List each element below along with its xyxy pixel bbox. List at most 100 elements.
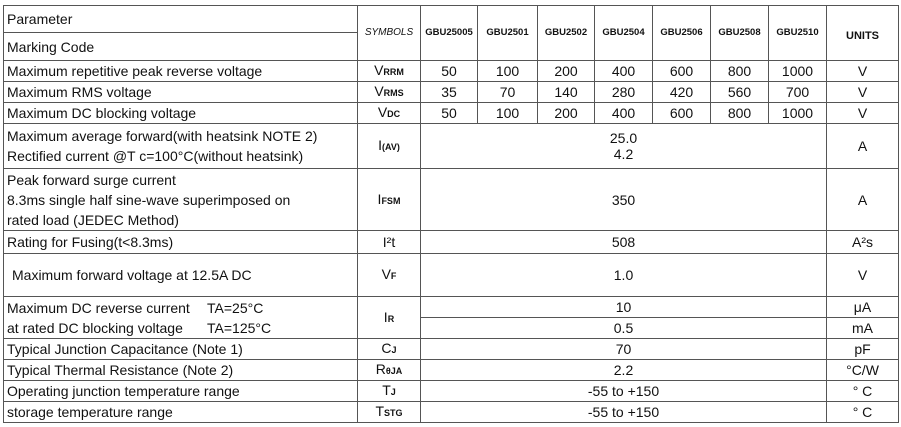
value: 100 <box>477 60 538 82</box>
symbol-subscript: θJA <box>385 366 403 376</box>
value: 200 <box>537 60 595 82</box>
symbol-main: V <box>377 104 388 120</box>
unit: ° C <box>826 380 899 402</box>
symbol: RθJA <box>357 359 421 381</box>
value: 400 <box>594 60 653 82</box>
table-row: Maximum RMS voltage VRMS 35 70 140 280 420 560 7… <box>3 81 899 103</box>
unit: A <box>826 123 899 169</box>
param-vf: Maximum forward voltage at 12.5A DC <box>3 253 358 297</box>
symbols-header: SYMBOLS <box>357 5 421 61</box>
table-row: Maximum repetitive peak reverse voltage V… <box>3 60 899 82</box>
value: 35 <box>420 81 478 103</box>
table-row: Operating junction temperature range TJ -5… <box>3 380 899 402</box>
param-fusing: Rating for Fusing(t<8.3ms) <box>3 230 358 254</box>
symbol: VRMS <box>357 81 421 103</box>
symbol-subscript: RMS <box>383 88 404 98</box>
symbol: IR <box>357 296 421 339</box>
symbol: IFSM <box>357 168 421 231</box>
symbol-main: T <box>375 403 385 419</box>
symbol-subscript: STG <box>384 408 403 418</box>
value: 50 <box>420 102 478 124</box>
part-header: GBU2510 <box>768 5 827 61</box>
symbol: TSTG <box>357 401 421 423</box>
parameter: Typical Junction Capacitance (Note 1) <box>3 338 358 360</box>
symbol-subscript: RRM <box>383 67 404 77</box>
unit: A <box>826 168 899 231</box>
value: 70 <box>420 338 827 360</box>
part-header: GBU2504 <box>594 5 653 61</box>
symbol-subscript: DC <box>387 109 401 119</box>
param-ir: Maximum DC reverse current TA=25°C at rat… <box>3 296 358 339</box>
value: 420 <box>652 81 711 103</box>
value: 50 <box>420 60 478 82</box>
table-row: Maximum DC blocking voltage VDC 50 100 200 40… <box>3 102 899 124</box>
param-surge: Peak forward surge current 8.3ms single h… <box>3 168 358 231</box>
unit: V <box>826 81 899 103</box>
value: 140 <box>537 81 595 103</box>
parameter: Operating junction temperature range <box>3 380 358 402</box>
value: 1000 <box>768 102 827 124</box>
value: 800 <box>710 102 769 124</box>
part-header: GBU25005 <box>420 5 478 61</box>
symbol: I²t <box>357 230 421 254</box>
symbol-main: V <box>374 83 384 99</box>
value: 70 <box>477 81 538 103</box>
value: 508 <box>420 230 827 254</box>
parameter: Maximum RMS voltage <box>3 81 358 103</box>
value: 350 <box>420 168 827 231</box>
unit: V <box>826 102 899 124</box>
symbol: I(AV) <box>357 123 421 169</box>
parameter: Typical Thermal Resistance (Note 2) <box>3 359 358 381</box>
symbol-main: T <box>382 382 391 398</box>
value: -55 to +150 <box>420 401 827 423</box>
unit: pF <box>826 338 899 360</box>
unit: °C/W <box>826 359 899 381</box>
unit: ° C <box>826 401 899 423</box>
marking-code-header: Marking Code <box>3 32 358 61</box>
value: 600 <box>652 102 711 124</box>
table-row: Typical Thermal Resistance (Note 2) RθJA 2… <box>3 359 899 381</box>
value: 2.2 <box>420 359 827 381</box>
symbol-subscript: J <box>390 387 396 397</box>
value: 560 <box>710 81 769 103</box>
parameter: Maximum repetitive peak reverse voltage <box>3 60 358 82</box>
part-header: GBU2508 <box>710 5 769 61</box>
value: 1.0 <box>420 253 827 297</box>
symbol-main: C <box>381 340 392 356</box>
value: 400 <box>594 102 653 124</box>
symbol: VRRM <box>357 60 421 82</box>
part-header: GBU2506 <box>652 5 711 61</box>
value: -55 to +150 <box>420 380 827 402</box>
table-row: Typical Junction Capacitance (Note 1) CJ 7… <box>3 338 899 360</box>
part-header: GBU2501 <box>477 5 538 61</box>
value: 1000 <box>768 60 827 82</box>
unit: V <box>826 60 899 82</box>
symbol-main: V <box>374 62 384 78</box>
value: 25.0 4.2 <box>420 123 827 169</box>
value: 280 <box>594 81 653 103</box>
value: 10 <box>420 296 827 318</box>
symbol: TJ <box>357 380 421 402</box>
unit: μA <box>826 296 899 318</box>
symbol: VDC <box>357 102 421 124</box>
value: 200 <box>537 102 595 124</box>
value: 600 <box>652 60 711 82</box>
symbol-main: R <box>375 361 386 377</box>
unit: V <box>826 253 899 297</box>
parameter: Maximum DC blocking voltage <box>3 102 358 124</box>
table-row: storage temperature range TSTG -55 to +150… <box>3 401 899 423</box>
value: 100 <box>477 102 538 124</box>
part-header: GBU2502 <box>537 5 595 61</box>
parameter: storage temperature range <box>3 401 358 423</box>
param-avg-forward: Maximum average forward(with heatsink NO… <box>3 123 358 169</box>
symbol-subscript: J <box>391 345 397 355</box>
symbol: VF <box>357 253 421 297</box>
unit: mA <box>826 317 899 339</box>
value: 0.5 <box>420 317 827 339</box>
ratings-table: Parameter SYMBOLS GBU25005 GBU2501 GBU25… <box>3 5 899 423</box>
value: 800 <box>710 60 769 82</box>
units-header: UNITS <box>826 5 899 61</box>
value: 700 <box>768 81 827 103</box>
unit: A²s <box>826 230 899 254</box>
symbol: CJ <box>357 338 421 360</box>
